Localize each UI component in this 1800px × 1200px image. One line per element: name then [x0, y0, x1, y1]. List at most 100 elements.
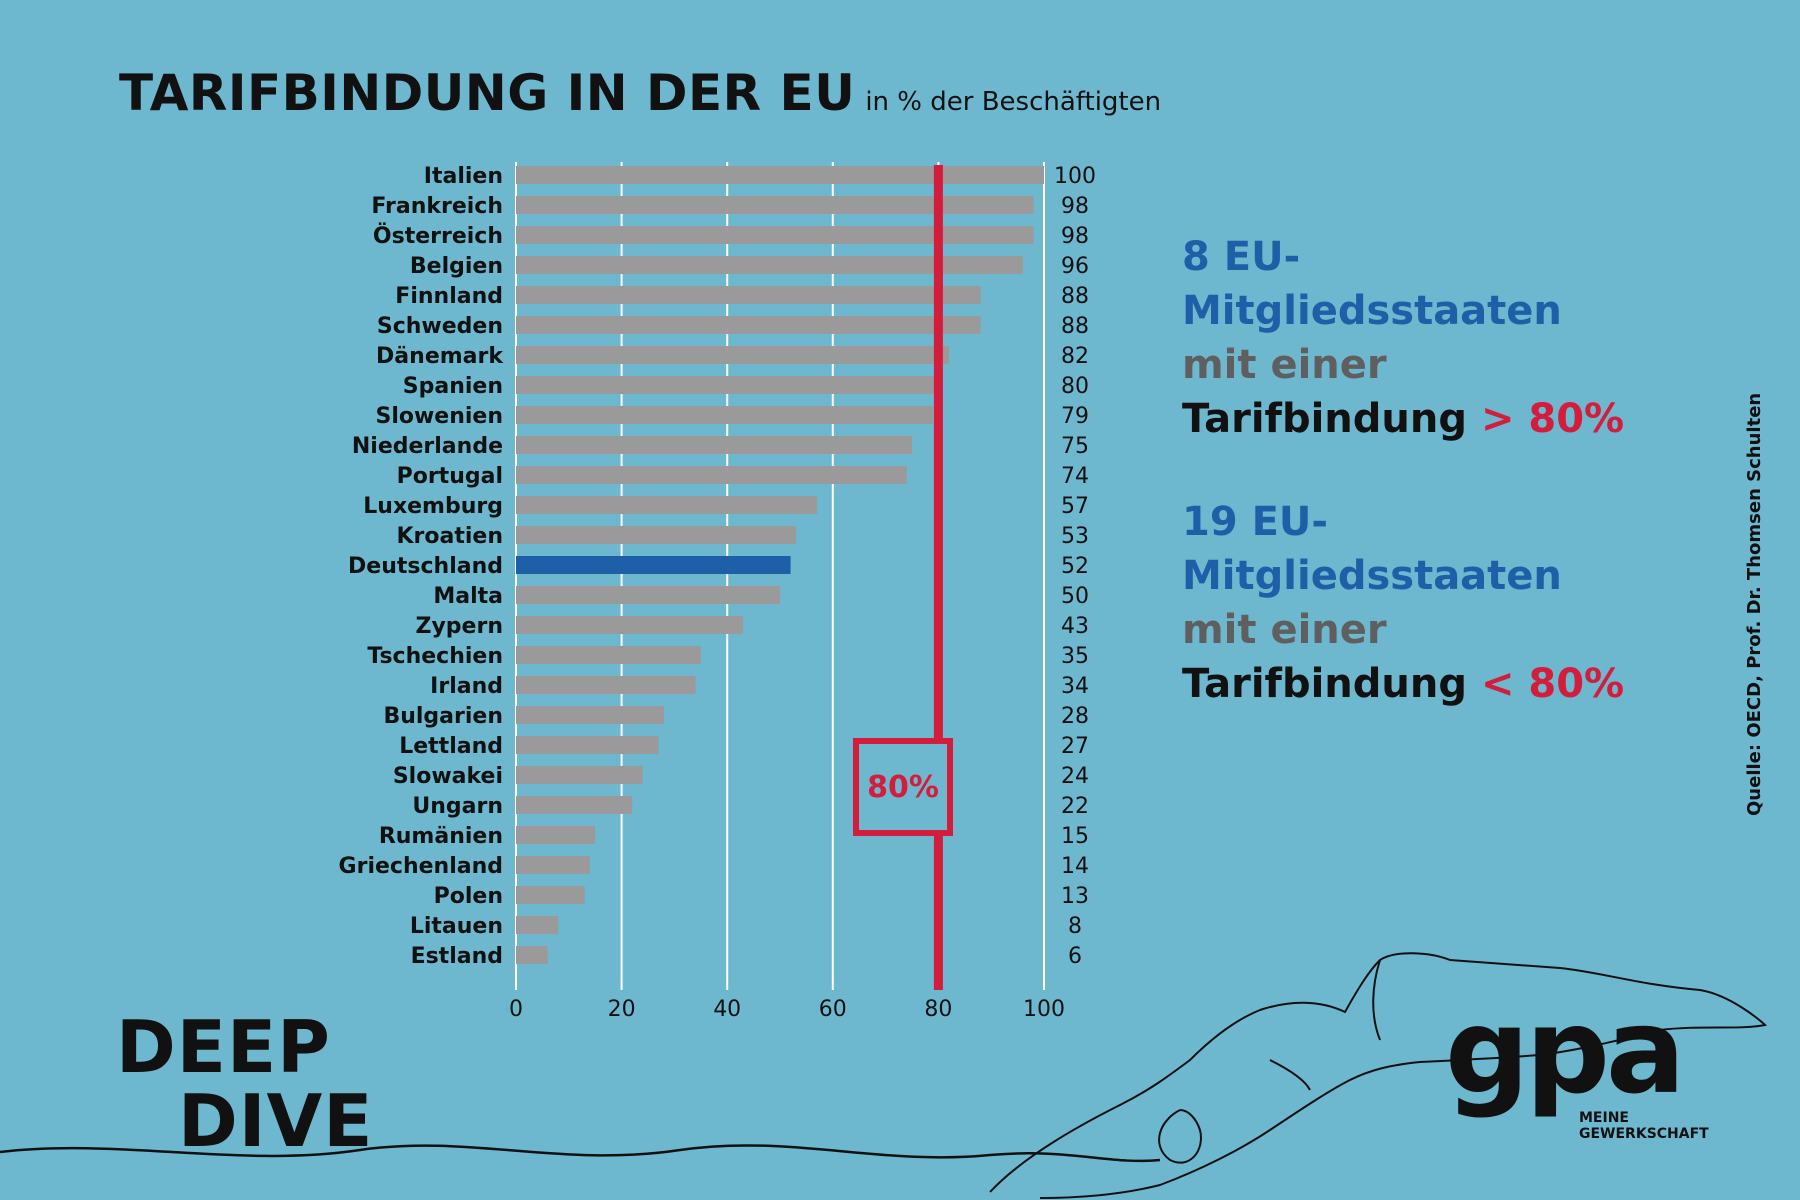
greater-than-symbol: > [1480, 396, 1515, 442]
x-tick-label: 40 [713, 997, 741, 1022]
threshold-label: 80% [867, 770, 939, 805]
category-label: Schweden [377, 314, 503, 339]
bar [516, 526, 796, 544]
x-tick-label: 20 [608, 997, 636, 1022]
bar [516, 886, 585, 904]
value-label: 35 [1061, 644, 1089, 669]
category-label: Ungarn [412, 794, 503, 819]
bar [516, 286, 981, 304]
bar [516, 616, 744, 634]
value-label: 80 [1061, 374, 1089, 399]
value-label: 15 [1061, 824, 1089, 849]
category-label: Italien [424, 164, 503, 189]
value-label: 88 [1061, 284, 1089, 309]
deep-dive-label: DEEP DIVE [116, 1010, 373, 1158]
bar [516, 466, 907, 484]
dive-word: DIVE [178, 1079, 374, 1163]
x-tick-label: 60 [819, 997, 847, 1022]
bar [516, 406, 934, 424]
value-label: 43 [1061, 614, 1089, 639]
summary-tarif-line: Tarifbindung < 80% [1182, 657, 1702, 711]
category-label: Belgien [410, 254, 503, 279]
value-label: 75 [1061, 434, 1089, 459]
less-than-symbol: < [1480, 661, 1515, 707]
summary-states-line: Mitgliedsstaaten [1182, 553, 1562, 599]
category-label: Rumänien [379, 824, 503, 849]
tagline-line: MEINE [1579, 1110, 1629, 1126]
gpa-logo: gpa MEINE GEWERKSCHAFT [1445, 982, 1709, 1142]
value-label: 96 [1061, 254, 1089, 279]
value-label: 74 [1061, 464, 1089, 489]
category-label: Deutschland [348, 554, 503, 579]
summary-with-line: mit einer [1182, 342, 1387, 388]
category-label: Dänemark [376, 344, 504, 369]
summary-tarif-word: Tarifbindung [1182, 396, 1467, 442]
bar [516, 946, 548, 964]
summary-count-line: 8 EU- [1182, 234, 1301, 280]
chart-title-block: TARIFBINDUNG IN DER EU in % der Beschäfti… [119, 64, 1161, 122]
category-label: Bulgarien [383, 704, 503, 729]
value-label: 28 [1061, 704, 1089, 729]
category-label: Österreich [373, 223, 503, 249]
tagline-line: GEWERKSCHAFT [1579, 1126, 1709, 1142]
bar [516, 376, 939, 394]
summary-threshold: 80% [1528, 396, 1625, 442]
value-label: 50 [1061, 584, 1089, 609]
category-label: Irland [430, 674, 503, 699]
category-label: Zypern [416, 614, 503, 639]
summary-with-line: mit einer [1182, 607, 1387, 653]
finger-fold [1158, 1109, 1202, 1164]
value-label: 24 [1061, 764, 1089, 789]
bar [516, 916, 559, 934]
x-tick-label: 0 [509, 997, 523, 1022]
bar [516, 736, 659, 754]
summary-block-above: 8 EU- Mitgliedsstaaten mit einer Tarifbi… [1182, 230, 1702, 446]
summary-states-line: Mitgliedsstaaten [1182, 288, 1562, 334]
value-label: 98 [1061, 194, 1089, 219]
value-label: 6 [1068, 944, 1082, 969]
bar [516, 856, 590, 874]
value-label: 82 [1061, 344, 1089, 369]
threshold-box [853, 738, 953, 836]
deep-word: DEEP [116, 1005, 331, 1089]
value-label: 98 [1061, 224, 1089, 249]
bar [516, 166, 1044, 184]
category-label: Luxemburg [363, 494, 503, 519]
category-label: Slowakei [393, 764, 503, 789]
value-label: 100 [1054, 164, 1096, 189]
value-label: 57 [1061, 494, 1089, 519]
bar-highlight [516, 556, 791, 574]
value-label: 88 [1061, 314, 1089, 339]
summary-tarif-line: Tarifbindung > 80% [1182, 392, 1702, 446]
category-label: Tschechien [367, 644, 503, 669]
bar [516, 256, 1023, 274]
gpa-logo-tagline: MEINE GEWERKSCHAFT [1579, 1110, 1709, 1142]
category-label: Malta [433, 584, 503, 609]
category-label: Spanien [403, 374, 503, 399]
category-label: Finnland [395, 284, 503, 309]
summary-count-line: 19 EU- [1182, 499, 1328, 545]
value-label: 27 [1061, 734, 1089, 759]
bar [516, 226, 1034, 244]
bar [516, 676, 696, 694]
bar [516, 646, 701, 664]
category-label: Polen [434, 884, 503, 909]
value-label: 8 [1068, 914, 1082, 939]
value-label: 52 [1061, 554, 1089, 579]
wave-line [0, 1144, 1161, 1163]
bar [516, 496, 817, 514]
hand-drawing [989, 952, 1768, 1199]
value-label: 13 [1061, 884, 1089, 909]
chart-subtitle: in % der Beschäftigten [865, 87, 1162, 117]
bar [516, 586, 780, 604]
category-label: Litauen [410, 914, 503, 939]
bar [516, 196, 1034, 214]
bar [516, 796, 633, 814]
bar [516, 826, 596, 844]
thumb-line [1269, 959, 1381, 1091]
category-label: Portugal [397, 464, 503, 489]
category-label: Estland [411, 944, 503, 969]
category-label: Lettland [399, 734, 503, 759]
gpa-logo-word: gpa [1445, 982, 1686, 1120]
